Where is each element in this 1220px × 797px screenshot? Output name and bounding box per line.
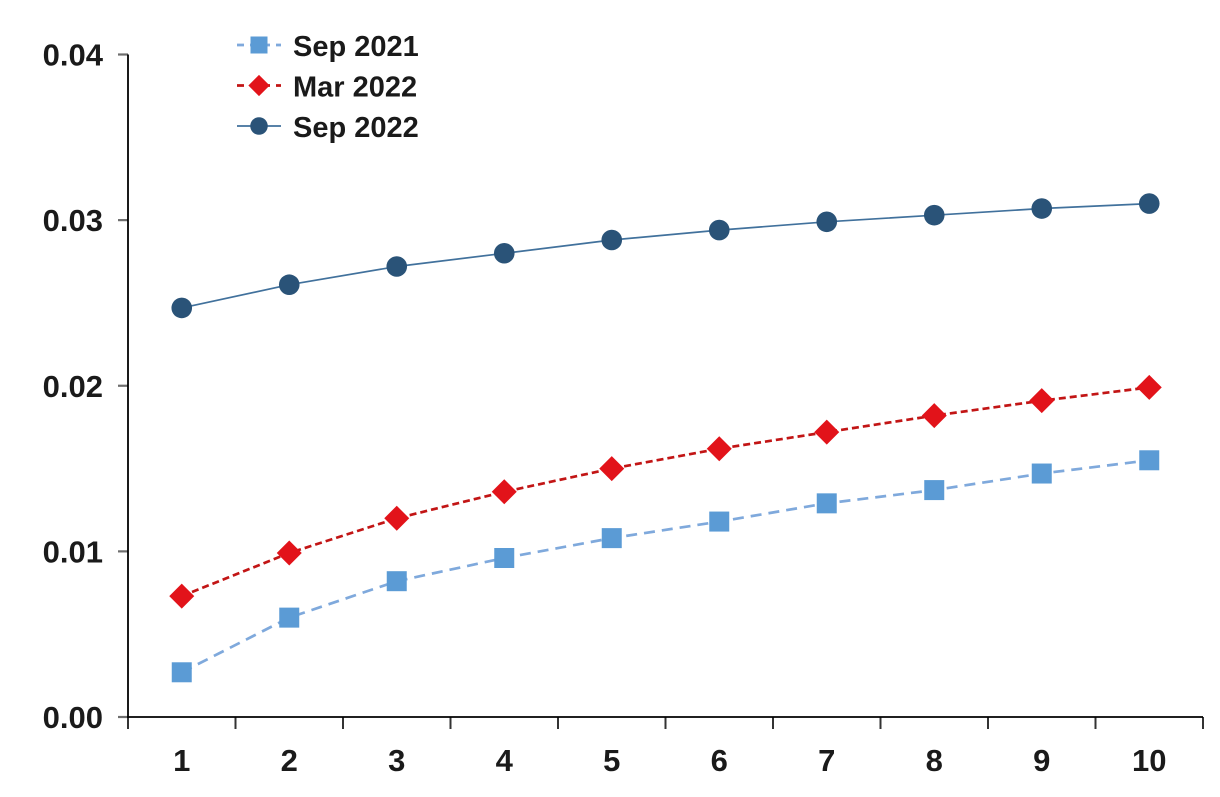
series-line-mar-2022 xyxy=(181,386,1150,598)
x-axis-tick-label: 9 xyxy=(1033,743,1050,778)
marker-diamond-mar-2022 xyxy=(921,403,947,429)
marker-square-sep-2021 xyxy=(279,607,300,628)
marker-square-sep-2021 xyxy=(924,480,945,501)
series-line-sep-2022 xyxy=(181,202,1150,309)
marker-diamond-mar-2022 xyxy=(384,505,410,531)
marker-diamond-mar-2022 xyxy=(814,419,840,445)
marker-square-sep-2021 xyxy=(1139,450,1160,471)
marker-circle-sep-2022 xyxy=(493,242,515,264)
y-axis-tick-label: 0.00 xyxy=(43,700,103,735)
y-axis-tick-label: 0.04 xyxy=(43,38,104,73)
legend-item-sep-2021: Sep 2021 xyxy=(237,31,419,63)
marker-circle-sep-2022 xyxy=(923,204,945,226)
series-mar-2022 xyxy=(169,374,1162,609)
series-sep-2021 xyxy=(171,450,1160,683)
marker-circle-sep-2022 xyxy=(171,297,193,319)
x-axis-tick-label: 1 xyxy=(173,743,190,778)
x-axis-tick-label: 8 xyxy=(926,743,943,778)
x-axis-tick-label: 2 xyxy=(281,743,298,778)
marker-circle-sep-2022 xyxy=(601,229,623,251)
marker-circle-sep-2022 xyxy=(816,211,838,233)
marker-diamond-mar-2022 xyxy=(706,436,732,462)
marker-square-sep-2021 xyxy=(1031,463,1052,484)
x-axis-tick-label: 5 xyxy=(603,743,620,778)
marker-square-sep-2021 xyxy=(386,571,407,592)
marker-circle-sep-2022 xyxy=(1138,193,1160,214)
series-line-sep-2021 xyxy=(181,458,1150,674)
series-sep-2022 xyxy=(171,193,1160,319)
y-axis-tick-label: 0.03 xyxy=(43,203,103,238)
legend-item-mar-2022: Mar 2022 xyxy=(237,72,417,104)
marker-circle-sep-2022 xyxy=(1031,198,1053,219)
legend-item-sep-2022: Sep 2022 xyxy=(237,112,419,144)
marker-circle-sep-2022 xyxy=(386,256,408,277)
marker-circle-sep-2022 xyxy=(278,274,300,296)
legend-marker-square xyxy=(250,36,268,54)
legend-label-sep-2021: Sep 2021 xyxy=(293,31,419,63)
x-axis-tick-label: 4 xyxy=(496,743,514,778)
y-axis-tick-label: 0.02 xyxy=(43,369,103,404)
x-axis-tick-label: 3 xyxy=(388,743,405,778)
marker-square-sep-2021 xyxy=(601,528,622,549)
marker-diamond-mar-2022 xyxy=(1136,374,1162,400)
x-axis-tick-label: 6 xyxy=(711,743,728,778)
marker-square-sep-2021 xyxy=(494,548,515,568)
x-axis-tick-label: 10 xyxy=(1132,743,1166,778)
marker-diamond-mar-2022 xyxy=(276,540,302,566)
marker-diamond-mar-2022 xyxy=(491,479,517,505)
marker-circle-sep-2022 xyxy=(708,219,730,241)
marker-square-sep-2021 xyxy=(171,662,192,683)
marker-square-sep-2021 xyxy=(816,493,837,514)
marker-diamond-mar-2022 xyxy=(599,456,625,482)
marker-diamond-mar-2022 xyxy=(169,583,195,609)
legend-label-mar-2022: Mar 2022 xyxy=(293,72,417,104)
y-axis-tick-label: 0.01 xyxy=(43,534,103,569)
legend-marker-circle xyxy=(250,117,268,135)
marker-diamond-mar-2022 xyxy=(1029,388,1055,414)
marker-square-sep-2021 xyxy=(709,511,730,532)
legend-label-sep-2022: Sep 2022 xyxy=(293,112,419,144)
x-axis-tick-label: 7 xyxy=(818,743,835,778)
legend-marker-diamond xyxy=(248,74,270,97)
